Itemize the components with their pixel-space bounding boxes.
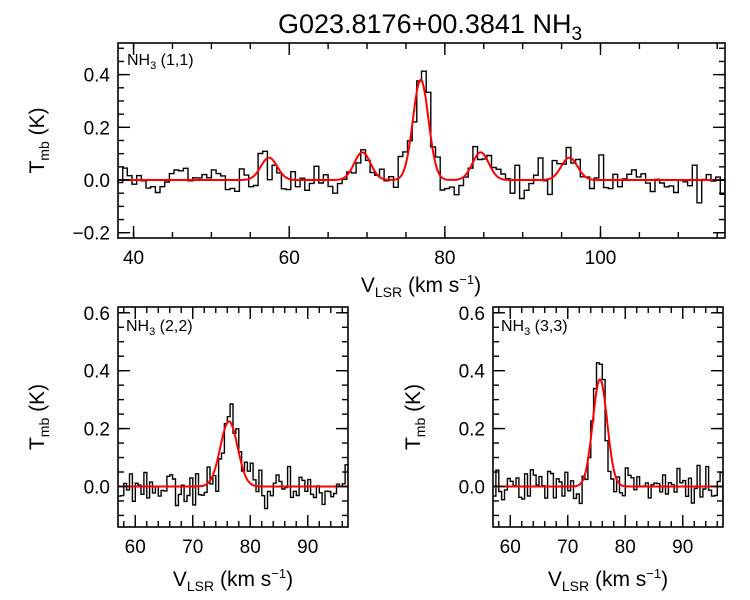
y-axis-title-main: T bbox=[26, 437, 49, 450]
y-tick-label: 0.2 bbox=[84, 118, 110, 139]
panel-label-text: NH bbox=[126, 318, 149, 335]
x-axis-title-main: V bbox=[173, 568, 187, 591]
x-axis-title-superscript: −1 bbox=[646, 566, 661, 581]
x-tick-label: 40 bbox=[123, 248, 144, 269]
x-tick-label: 80 bbox=[615, 537, 636, 558]
x-axis-title-main: V bbox=[361, 274, 375, 297]
y-axis-title-unit: (K) bbox=[26, 107, 49, 141]
fit-curve bbox=[118, 420, 348, 488]
panel-label: NH3 (2,2) bbox=[126, 318, 193, 338]
observed-spectrum bbox=[493, 362, 723, 508]
y-axis-title-main: T bbox=[402, 437, 425, 450]
x-axis-title-subscript: LSR bbox=[187, 578, 214, 594]
observed-spectrum bbox=[118, 403, 348, 510]
plot-area bbox=[493, 362, 723, 508]
y-axis-title: Tmb (K) bbox=[26, 384, 52, 450]
x-tick-label: 70 bbox=[557, 537, 578, 558]
y-axis-title-unit: (K) bbox=[402, 384, 425, 418]
axis-ticks bbox=[118, 307, 348, 527]
figure-title-text: G023.8176+00.3841 NH bbox=[278, 9, 571, 39]
y-axis-title: Tmb (K) bbox=[26, 107, 52, 173]
x-tick-label: 60 bbox=[279, 248, 300, 269]
x-tick-label: 80 bbox=[240, 537, 261, 558]
panel-nh3-11: 40 60 80 100 −0.2 0.0 0.2 0.4 NH3 (1,1) VLSR (k… bbox=[26, 42, 726, 300]
x-tick-label: 60 bbox=[125, 537, 146, 558]
x-axis-title-close: ) bbox=[474, 274, 481, 297]
observed-spectrum bbox=[118, 70, 725, 204]
y-tick-label: 0.0 bbox=[84, 171, 110, 192]
plot-frame bbox=[117, 306, 349, 528]
x-axis-title-close: ) bbox=[286, 568, 293, 591]
x-axis-title-subscript: LSR bbox=[375, 284, 402, 300]
fit-curve bbox=[118, 78, 725, 181]
y-tick-label: −0.2 bbox=[72, 224, 110, 245]
panel-nh3-33: 60 70 80 90 0.0 0.2 0.4 0.6 NH3 (3,3) VLSR (km … bbox=[402, 304, 724, 594]
panel-label-subscript: 3 bbox=[150, 60, 156, 72]
x-axis-title-main: V bbox=[548, 568, 562, 591]
y-tick-label: 0.6 bbox=[459, 304, 485, 325]
y-tick-label: 0.6 bbox=[84, 304, 110, 325]
x-tick-label: 80 bbox=[434, 248, 455, 269]
x-tick-label: 60 bbox=[500, 537, 521, 558]
y-axis-title-main: T bbox=[26, 161, 49, 174]
plot-area bbox=[118, 70, 725, 204]
x-axis-title: VLSR (km s−1) bbox=[173, 566, 293, 594]
x-tick-label: 100 bbox=[585, 248, 617, 269]
plot-frame bbox=[492, 306, 724, 528]
panel-label: NH3 (3,3) bbox=[501, 318, 568, 338]
x-axis-title-unit: (km s bbox=[589, 568, 646, 591]
panel-label-subscript: 3 bbox=[149, 326, 155, 338]
x-axis-title-close: ) bbox=[661, 568, 668, 591]
y-tick-label: 0.4 bbox=[84, 362, 111, 383]
x-axis-title-superscript: −1 bbox=[271, 566, 286, 581]
panel-label-suffix: (1,1) bbox=[156, 52, 193, 69]
y-tick-label: 0.0 bbox=[84, 477, 110, 498]
y-tick-label: 0.2 bbox=[84, 420, 110, 441]
x-axis-title-unit: (km s bbox=[214, 568, 271, 591]
y-axis-title-subscript: mb bbox=[36, 418, 52, 438]
figure-title-subscript: 3 bbox=[571, 24, 582, 45]
axis-ticks bbox=[493, 307, 723, 527]
panel-label-text: NH bbox=[501, 318, 524, 335]
fit-curve bbox=[493, 378, 723, 488]
y-axis-title-subscript: mb bbox=[36, 141, 52, 161]
x-axis-title-superscript: −1 bbox=[459, 272, 474, 287]
x-tick-label: 90 bbox=[672, 537, 693, 558]
y-tick-label: 0.0 bbox=[459, 477, 485, 498]
axis-ticks bbox=[118, 43, 725, 238]
panel-label-subscript: 3 bbox=[524, 326, 530, 338]
x-axis-title-subscript: LSR bbox=[562, 578, 589, 594]
y-axis-title-subscript: mb bbox=[412, 418, 428, 438]
x-axis-title-unit: (km s bbox=[402, 274, 459, 297]
y-tick-label: 0.2 bbox=[459, 420, 485, 441]
y-tick-label: 0.4 bbox=[459, 362, 486, 383]
plot-frame bbox=[117, 42, 726, 239]
panel-nh3-22: 60 70 80 90 0.0 0.2 0.4 0.6 NH3 (2,2) VLSR (km … bbox=[26, 304, 349, 594]
y-axis-title-unit: (K) bbox=[26, 384, 49, 418]
panel-label: NH3 (1,1) bbox=[127, 52, 194, 72]
y-axis-title: Tmb (K) bbox=[402, 384, 428, 450]
panel-label-suffix: (2,2) bbox=[155, 318, 192, 335]
x-tick-label: 70 bbox=[182, 537, 203, 558]
plot-area bbox=[118, 403, 348, 510]
x-axis-title: VLSR (km s−1) bbox=[548, 566, 668, 594]
y-tick-label: 0.4 bbox=[84, 66, 111, 87]
figure-title: G023.8176+00.3841 NH3 bbox=[278, 9, 582, 45]
panel-label-text: NH bbox=[127, 52, 150, 69]
x-axis-title: VLSR (km s−1) bbox=[361, 272, 481, 300]
panel-label-suffix: (3,3) bbox=[530, 318, 567, 335]
x-tick-label: 90 bbox=[297, 537, 318, 558]
